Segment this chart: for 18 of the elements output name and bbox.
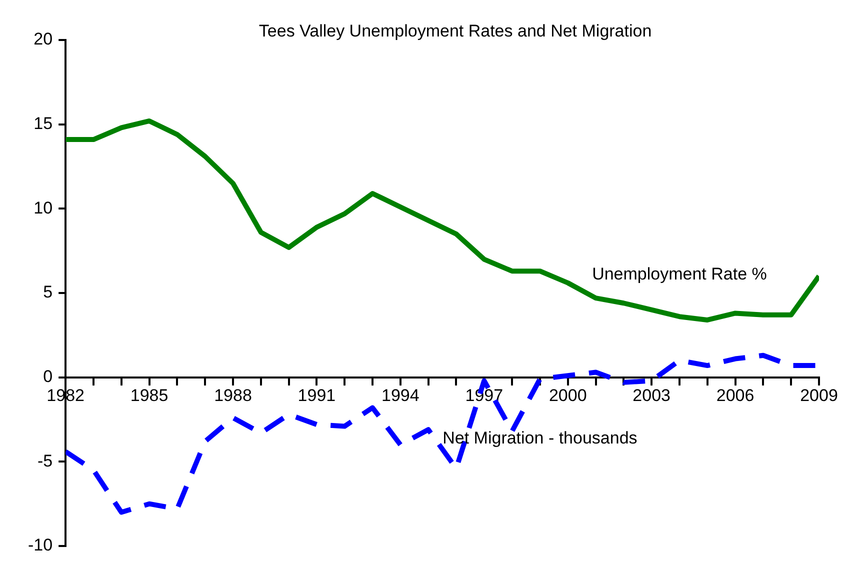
y-tick-label: 5 — [43, 282, 53, 302]
y-tick-label: 15 — [34, 114, 53, 134]
x-tick-label: 1988 — [214, 386, 252, 406]
series-label: Unemployment Rate % — [592, 264, 767, 284]
x-tick-label: 2006 — [716, 386, 754, 406]
y-tick-label: -5 — [37, 451, 53, 470]
x-tick-label: 1985 — [130, 386, 168, 406]
y-tick-label: 0 — [43, 367, 53, 386]
x-tick-label: 2000 — [548, 386, 587, 406]
series-label: Net Migration - thousands — [442, 428, 638, 448]
x-tick-label: 1994 — [382, 386, 420, 406]
y-tick-label: -10 — [28, 536, 53, 555]
x-tick-label: 1991 — [298, 386, 336, 406]
x-tick-label: 2003 — [632, 386, 670, 406]
x-tick-label: 2009 — [800, 386, 838, 406]
chart-title: Tees Valley Unemployment Rates and Net Migration — [258, 22, 652, 41]
y-tick-label: 20 — [34, 30, 53, 49]
y-tick-label: 10 — [34, 198, 53, 218]
